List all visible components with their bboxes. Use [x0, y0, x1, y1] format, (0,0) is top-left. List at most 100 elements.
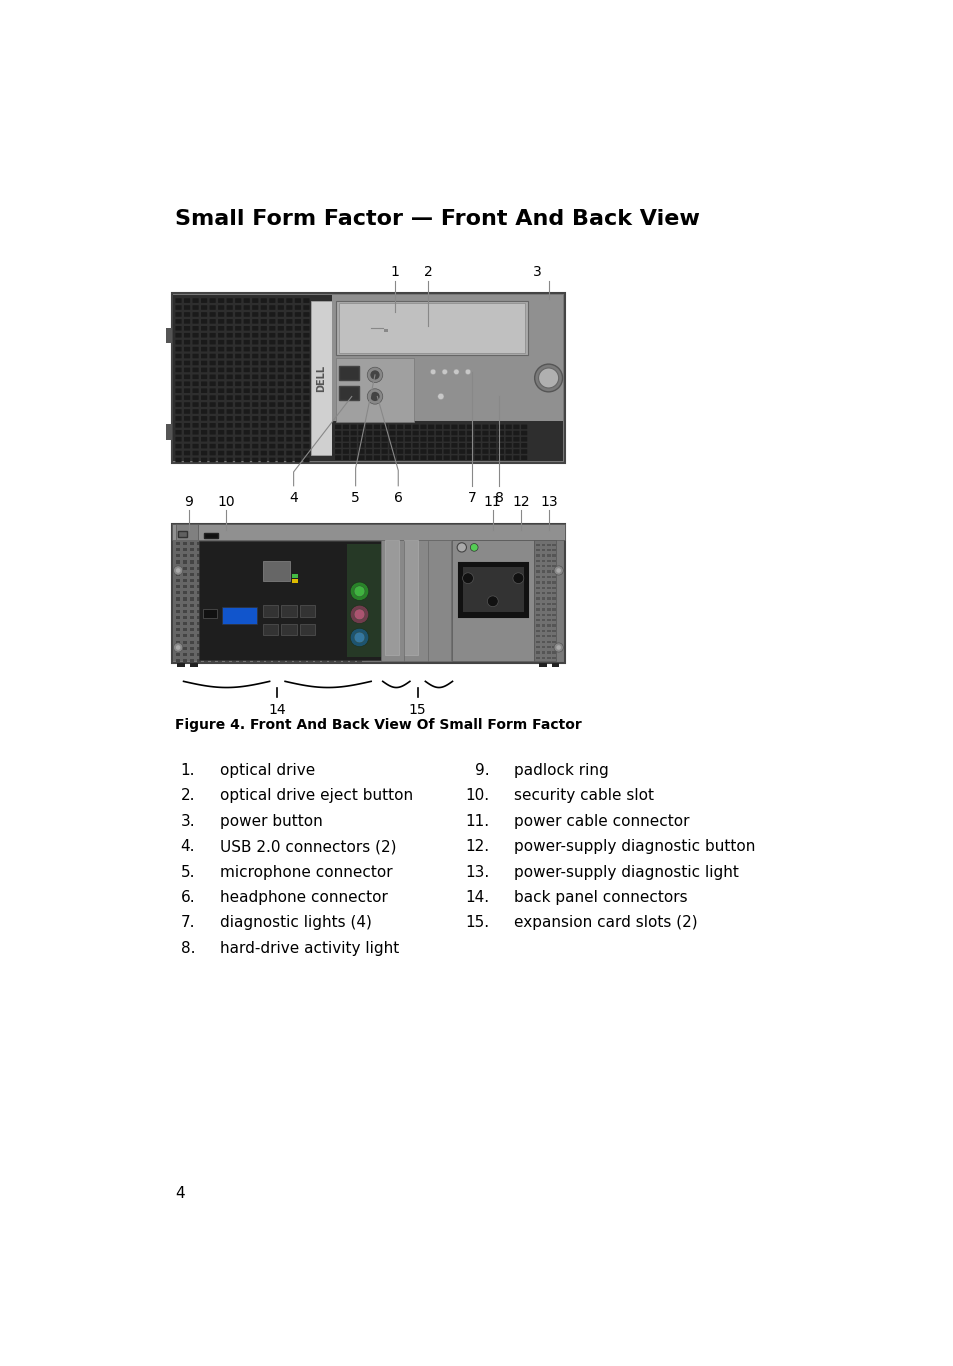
Bar — [259, 609, 264, 613]
Bar — [552, 591, 556, 594]
FancyBboxPatch shape — [294, 451, 301, 455]
Text: 14: 14 — [268, 703, 286, 717]
Bar — [196, 567, 201, 570]
Bar — [356, 597, 361, 601]
FancyBboxPatch shape — [222, 608, 257, 624]
Bar — [322, 604, 327, 607]
Bar — [253, 572, 257, 576]
Bar — [217, 604, 222, 607]
Circle shape — [534, 365, 562, 392]
Bar — [175, 628, 180, 631]
Bar — [308, 641, 313, 643]
Bar — [322, 641, 327, 643]
Bar — [287, 591, 292, 594]
Bar — [196, 646, 201, 650]
Bar — [299, 624, 315, 635]
FancyBboxPatch shape — [436, 425, 441, 429]
Bar — [217, 616, 222, 619]
FancyBboxPatch shape — [227, 410, 233, 414]
FancyBboxPatch shape — [381, 430, 387, 436]
Bar — [262, 561, 290, 582]
Bar — [552, 560, 556, 561]
Bar — [211, 591, 215, 594]
Bar — [315, 591, 319, 594]
FancyBboxPatch shape — [210, 326, 215, 331]
Bar — [541, 582, 545, 583]
FancyBboxPatch shape — [260, 374, 267, 380]
FancyBboxPatch shape — [428, 449, 434, 454]
Bar — [183, 622, 187, 626]
Bar — [204, 653, 208, 656]
Bar — [301, 597, 306, 601]
Bar — [287, 622, 292, 626]
Bar — [178, 531, 187, 537]
Bar — [183, 597, 187, 601]
FancyBboxPatch shape — [294, 388, 301, 393]
Bar — [308, 609, 313, 613]
FancyBboxPatch shape — [389, 455, 395, 460]
FancyBboxPatch shape — [175, 395, 181, 400]
FancyBboxPatch shape — [277, 298, 284, 303]
FancyBboxPatch shape — [294, 313, 301, 317]
Bar — [280, 658, 285, 663]
Bar — [322, 548, 327, 552]
FancyBboxPatch shape — [201, 395, 207, 400]
Bar — [274, 567, 278, 570]
FancyBboxPatch shape — [260, 423, 267, 428]
Bar — [274, 646, 278, 650]
Bar — [301, 542, 306, 545]
Bar — [217, 609, 222, 613]
Bar — [166, 328, 172, 343]
Text: 2.: 2. — [180, 788, 195, 803]
FancyBboxPatch shape — [443, 425, 449, 429]
Text: 3: 3 — [533, 265, 541, 280]
Bar — [266, 567, 271, 570]
Bar — [196, 572, 201, 576]
Bar — [315, 567, 319, 570]
Bar — [259, 646, 264, 650]
Bar — [356, 609, 361, 613]
Bar — [541, 641, 545, 643]
FancyBboxPatch shape — [184, 451, 190, 455]
Bar — [172, 525, 564, 540]
FancyBboxPatch shape — [381, 437, 387, 441]
Bar — [356, 560, 361, 564]
Bar — [308, 634, 313, 638]
Bar — [311, 301, 332, 455]
FancyBboxPatch shape — [210, 444, 215, 448]
Circle shape — [370, 370, 379, 380]
FancyBboxPatch shape — [497, 425, 503, 429]
Bar — [253, 609, 257, 613]
Circle shape — [367, 367, 382, 382]
Bar — [224, 604, 229, 607]
FancyBboxPatch shape — [201, 354, 207, 358]
FancyBboxPatch shape — [286, 374, 293, 380]
Bar — [190, 555, 194, 557]
Text: 9: 9 — [184, 494, 193, 510]
Bar — [274, 622, 278, 626]
FancyBboxPatch shape — [218, 458, 224, 462]
Bar — [204, 658, 208, 663]
Bar — [404, 540, 418, 656]
FancyBboxPatch shape — [286, 402, 293, 407]
FancyBboxPatch shape — [286, 367, 293, 372]
FancyBboxPatch shape — [243, 374, 250, 380]
FancyBboxPatch shape — [243, 381, 250, 387]
Bar — [217, 579, 222, 582]
FancyBboxPatch shape — [260, 305, 267, 310]
Bar — [280, 653, 285, 656]
FancyBboxPatch shape — [466, 425, 473, 429]
Bar — [294, 653, 298, 656]
Bar — [204, 591, 208, 594]
FancyBboxPatch shape — [482, 437, 488, 441]
FancyBboxPatch shape — [428, 455, 434, 460]
Circle shape — [350, 582, 369, 601]
Bar — [190, 616, 194, 619]
FancyBboxPatch shape — [260, 298, 267, 303]
FancyBboxPatch shape — [269, 367, 275, 372]
FancyBboxPatch shape — [184, 402, 190, 407]
FancyBboxPatch shape — [210, 361, 215, 365]
FancyBboxPatch shape — [243, 458, 250, 462]
Bar — [183, 653, 187, 656]
FancyBboxPatch shape — [374, 443, 379, 448]
